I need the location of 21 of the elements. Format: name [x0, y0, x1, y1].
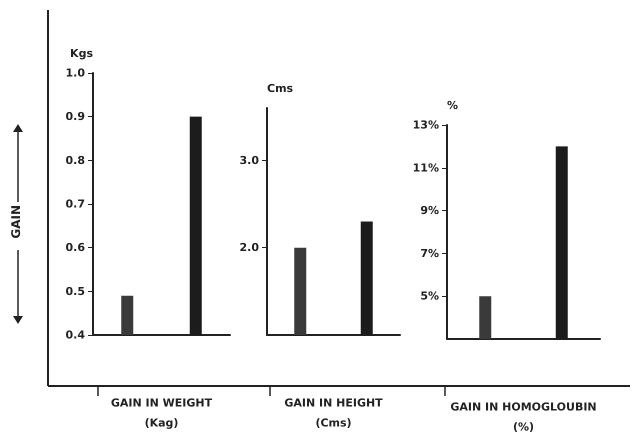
y-tick-label: 7% [420, 246, 439, 260]
y-axis-title: Cms [267, 82, 294, 95]
y-axis-title: % [447, 99, 458, 112]
y-tick-label: 5% [420, 290, 439, 303]
y-tick-label: 0.9 [66, 110, 85, 124]
y-tick-label: 0.6 [66, 241, 86, 254]
y-tick-label: 0.4 [66, 328, 86, 342]
x-axis-title: GAIN IN HOMOGLOUBIN (%) [450, 400, 597, 434]
y-tick-label: 0.5 [66, 284, 85, 298]
y-tick-label: 2.0 [240, 241, 260, 254]
y-axis-title: Kgs [70, 47, 94, 60]
y-tick-label: 13% [412, 118, 439, 132]
y-tick-label: 0.7 [66, 198, 85, 210]
y-tick-label: 0.8 [66, 154, 85, 167]
text: GAIN [9, 204, 23, 239]
y-tick-label: 11% [412, 161, 439, 174]
x-axis-title: GAIN IN WEIGHT (Kag) [110, 396, 213, 430]
y-tick-label: 1.0 [66, 66, 86, 80]
y-tick-label: 3.0 [240, 154, 260, 167]
x-axis-title: GAIN IN HEIGHT (Cms) [284, 396, 384, 430]
y-tick-label: 9% [420, 204, 439, 218]
